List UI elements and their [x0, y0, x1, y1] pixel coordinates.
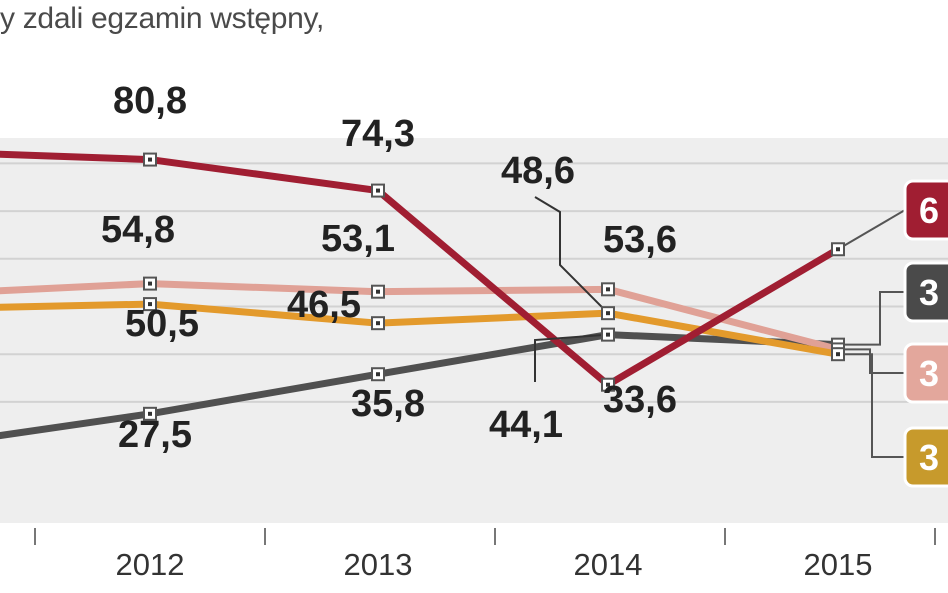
- x-tick-label: 2014: [574, 547, 643, 582]
- data-label: 48,6: [501, 150, 575, 192]
- end-badge-label: 6: [919, 190, 939, 231]
- data-label: 50,5: [125, 303, 199, 345]
- data-label: 74,3: [341, 113, 415, 155]
- data-point-center: [148, 302, 152, 307]
- data-point-center: [148, 411, 152, 416]
- x-tick-label: 2012: [116, 547, 185, 582]
- chart-subtitle: y zdali egzamin wstępny,: [0, 2, 325, 35]
- data-label: 53,6: [603, 219, 677, 261]
- leader-line-orange: [534, 196, 609, 314]
- end-badge-red: [903, 179, 948, 241]
- end-connector-orange: [838, 353, 905, 458]
- end-badge-gray: [903, 261, 948, 323]
- data-label: 54,8: [101, 209, 175, 251]
- end-badge-orange: [903, 426, 948, 488]
- leader-line-gray: [534, 333, 609, 382]
- end-connector-red: [837, 209, 906, 251]
- data-label: 46,5: [287, 284, 361, 326]
- data-point-center: [148, 157, 152, 162]
- data-label: 80,8: [113, 80, 187, 122]
- end-connector-gray: [838, 291, 905, 346]
- plot-background: [0, 138, 948, 523]
- data-point-center: [606, 311, 610, 316]
- data-point-center: [606, 287, 610, 292]
- data-point-center: [836, 247, 840, 252]
- data-point-center: [836, 352, 840, 357]
- data-label: 35,8: [351, 383, 425, 425]
- data-point-center: [376, 321, 380, 326]
- data-point-center: [606, 382, 610, 387]
- data-point-center: [148, 281, 152, 286]
- data-label: 27,5: [118, 414, 192, 456]
- x-tick-label: 2013: [344, 547, 413, 582]
- data-point-center: [376, 372, 380, 377]
- x-tick-label: 2015: [804, 547, 873, 582]
- data-label: 53,1: [321, 218, 395, 260]
- data-label: 33,6: [603, 379, 677, 421]
- end-badge-pink: [903, 342, 948, 404]
- end-badge-label: 3: [919, 272, 939, 313]
- end-badge-label: 3: [919, 353, 939, 394]
- data-point-center: [376, 289, 380, 294]
- data-label: 44,1: [489, 404, 563, 446]
- data-point-center: [376, 188, 380, 193]
- end-badge-label: 3: [919, 437, 939, 478]
- data-point-center: [606, 332, 610, 337]
- end-connector-pink: [838, 348, 905, 374]
